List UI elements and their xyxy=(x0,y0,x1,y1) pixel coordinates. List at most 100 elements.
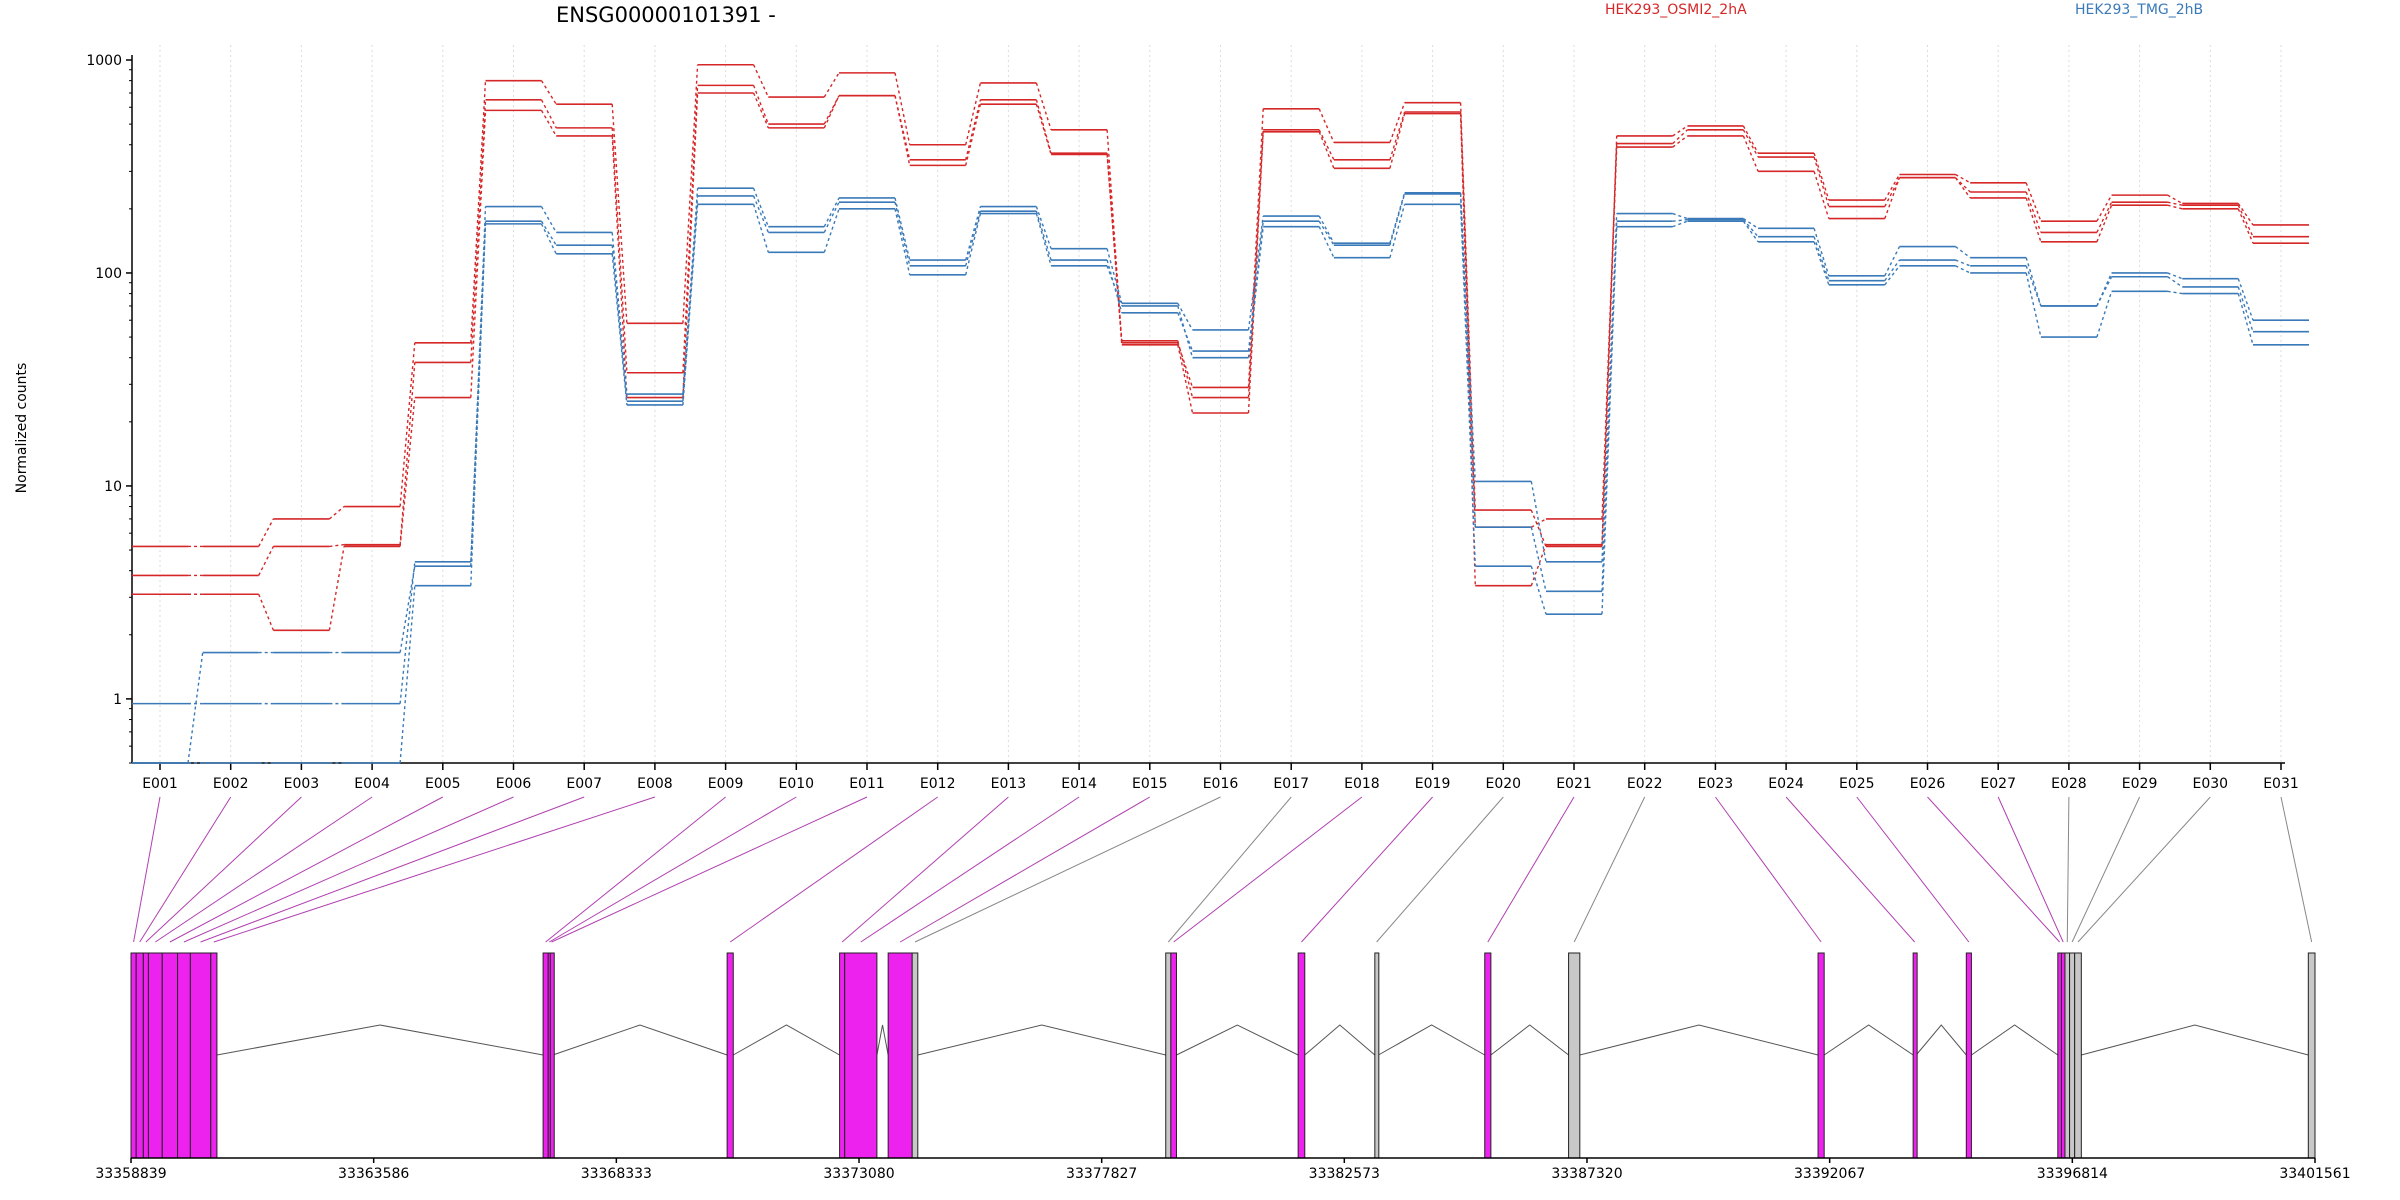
series-transition xyxy=(2237,286,2254,332)
exon-E016 xyxy=(911,952,919,1159)
coordinate-tick-label: 33396814 xyxy=(2037,1166,2108,1182)
exon-E030 xyxy=(2074,952,2082,1159)
series-transition xyxy=(1247,108,1264,388)
series-transition xyxy=(1177,342,1194,388)
exon-connector xyxy=(860,796,1080,943)
series-transition xyxy=(399,566,416,653)
series-transition xyxy=(1672,218,1688,222)
exon-connector xyxy=(1785,796,1916,943)
exon-connector xyxy=(899,796,1151,943)
series-transition xyxy=(2167,201,2183,206)
series-transition xyxy=(2096,272,2113,307)
intron-line xyxy=(733,1024,840,1056)
series-transition xyxy=(1459,192,1476,482)
exon-connector xyxy=(548,796,797,943)
exon-E004 xyxy=(147,952,163,1159)
series-transition xyxy=(1742,135,1759,172)
series-transition xyxy=(1601,147,1618,545)
series-transition xyxy=(1884,265,1901,286)
series-transition xyxy=(2025,265,2042,307)
series-transition xyxy=(540,80,557,105)
series-transition xyxy=(540,110,557,137)
exon-connector xyxy=(1856,796,1970,943)
y-tick-label: 1 xyxy=(113,692,122,708)
coordinate-tick-label: 33387320 xyxy=(1551,1166,1622,1182)
series-transition xyxy=(1672,212,1688,220)
series-transition xyxy=(258,546,275,576)
series-transition xyxy=(752,195,769,233)
series-transition xyxy=(2096,204,2113,243)
series-transition xyxy=(1035,213,1052,267)
x-tick-label: E005 xyxy=(425,776,461,792)
chart-title: ENSG00000101391 - xyxy=(556,3,776,27)
x-tick-label: E025 xyxy=(1839,776,1875,792)
intron-line xyxy=(216,1024,544,1056)
series-transition xyxy=(2237,293,2254,345)
exon-connectors xyxy=(133,796,2313,943)
series-transition xyxy=(1389,102,1406,143)
x-tick-label: E008 xyxy=(637,776,673,792)
exon-connector xyxy=(1714,796,1822,943)
series-transition xyxy=(2025,182,2042,222)
series-transition xyxy=(965,99,982,160)
series-transition xyxy=(328,506,345,520)
exon-connector xyxy=(1376,796,1504,943)
series-transition xyxy=(1884,174,1901,201)
exon-E029 xyxy=(2069,952,2076,1159)
series-transition xyxy=(1955,259,1971,267)
x-tick-label: E029 xyxy=(2122,776,2158,792)
series-transition xyxy=(1318,131,1335,169)
series-transition xyxy=(1035,104,1052,155)
exon-E017 xyxy=(1165,952,1172,1159)
series-transition xyxy=(470,80,487,343)
series-HEK293_TMG_2hB-4 xyxy=(132,193,2309,764)
series-transition xyxy=(540,99,557,129)
exon-E021 xyxy=(1484,952,1492,1159)
x-tick-label: E018 xyxy=(1344,776,1380,792)
x-tick-label: E030 xyxy=(2193,776,2229,792)
series-transition xyxy=(1389,113,1406,169)
x-tick-label: E024 xyxy=(1768,776,1804,792)
exon-connector xyxy=(169,796,444,943)
intron-line xyxy=(2081,1024,2309,1056)
exon-connector xyxy=(551,796,868,943)
series-transition xyxy=(1884,177,1901,219)
coordinate-tick-label: 33368333 xyxy=(581,1166,652,1182)
exon-connector xyxy=(145,796,302,943)
series-transition xyxy=(682,64,699,324)
series-transition xyxy=(1530,527,1547,592)
intron-line xyxy=(1378,1024,1485,1056)
series-transition xyxy=(823,208,840,253)
exon-E019 xyxy=(1297,952,1306,1159)
series-transition xyxy=(1389,193,1406,246)
series-transition xyxy=(258,518,275,547)
exon-connector xyxy=(545,796,726,943)
series-transition xyxy=(1389,111,1406,160)
exon-E002 xyxy=(135,952,144,1159)
series-transition xyxy=(329,543,345,548)
x-tick-label: E011 xyxy=(849,776,885,792)
series-transition xyxy=(1389,192,1406,244)
series-transition xyxy=(2025,272,2042,338)
exon-connector xyxy=(1927,796,2060,943)
y-tick-label: 10 xyxy=(104,479,122,495)
series-transition xyxy=(470,223,487,586)
y-axis: 1 10 100 1000 xyxy=(86,53,133,764)
exon-connector xyxy=(1997,796,2064,943)
series-transition xyxy=(2096,201,2113,233)
exon-E023 xyxy=(1817,952,1825,1159)
series-transition xyxy=(1318,129,1335,161)
intron-line xyxy=(552,1024,728,1056)
exon-E011 xyxy=(549,952,555,1159)
series-transition xyxy=(823,95,840,129)
series-transition xyxy=(2237,278,2254,321)
series-transition xyxy=(752,204,769,253)
series-transition xyxy=(1742,220,1759,243)
series-HEK293_TMG_2hB-5 xyxy=(132,203,2309,764)
series-transition xyxy=(1106,154,1123,345)
intron-line xyxy=(1971,1024,2059,1056)
x-tick-label: E010 xyxy=(779,776,815,792)
series-transition xyxy=(1389,204,1406,258)
exon-connector xyxy=(1173,796,1363,943)
